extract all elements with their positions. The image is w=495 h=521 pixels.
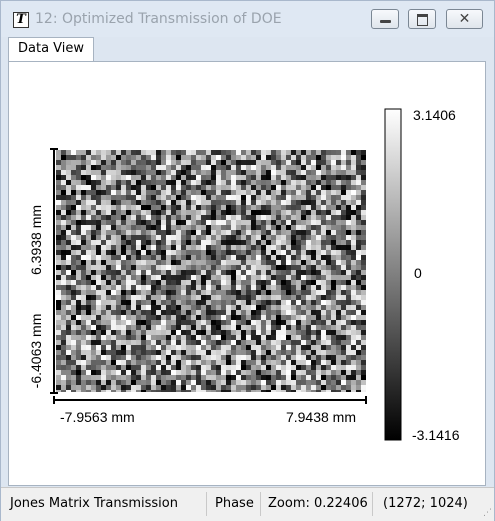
resize-grip-icon[interactable]: ⋰ — [483, 508, 492, 518]
minimize-icon — [380, 20, 391, 23]
colorbar-max-label: 3.1406 — [413, 107, 456, 123]
close-button[interactable]: ✕ — [446, 9, 483, 29]
phase-image[interactable] — [56, 150, 366, 392]
status-component: Phase — [215, 496, 254, 511]
phase-plot: -7.9563 mm 7.9438 mm 6.3938 mm -6.4063 m… — [28, 107, 460, 443]
close-icon: ✕ — [458, 11, 471, 27]
status-separator — [206, 492, 207, 516]
status-bar: Jones Matrix Transmission Phase Zoom: 0.… — [1, 487, 494, 521]
status-separator — [372, 492, 373, 516]
app-icon[interactable]: T — [13, 12, 29, 28]
colorbar-min-label: -3.1416 — [412, 427, 460, 443]
status-separator — [260, 492, 261, 516]
title-bar[interactable]: T 12: Optimized Transmission of DOE ✕ — [1, 1, 494, 37]
maximize-icon — [417, 14, 428, 26]
data-view-panel[interactable]: -7.9563 mm 7.9438 mm 6.3938 mm -6.4063 m… — [8, 61, 486, 486]
y-min-label: -6.4063 mm — [28, 314, 44, 389]
x-max-label: 7.9438 mm — [286, 409, 356, 425]
y-max-label: 6.3938 mm — [28, 205, 44, 275]
x-min-label: -7.9563 mm — [60, 409, 135, 425]
maximize-button[interactable] — [408, 9, 436, 29]
status-size: (1272; 1024) — [383, 496, 468, 511]
tab-data-view[interactable]: Data View — [8, 37, 95, 61]
colorbar-mid-label: 0 — [414, 265, 422, 281]
window-title: 12: Optimized Transmission of DOE — [35, 11, 282, 27]
status-mode: Jones Matrix Transmission — [10, 496, 178, 511]
status-zoom: Zoom: 0.22406 — [268, 496, 368, 511]
minimize-button[interactable] — [371, 9, 399, 29]
colorbar — [384, 108, 402, 441]
